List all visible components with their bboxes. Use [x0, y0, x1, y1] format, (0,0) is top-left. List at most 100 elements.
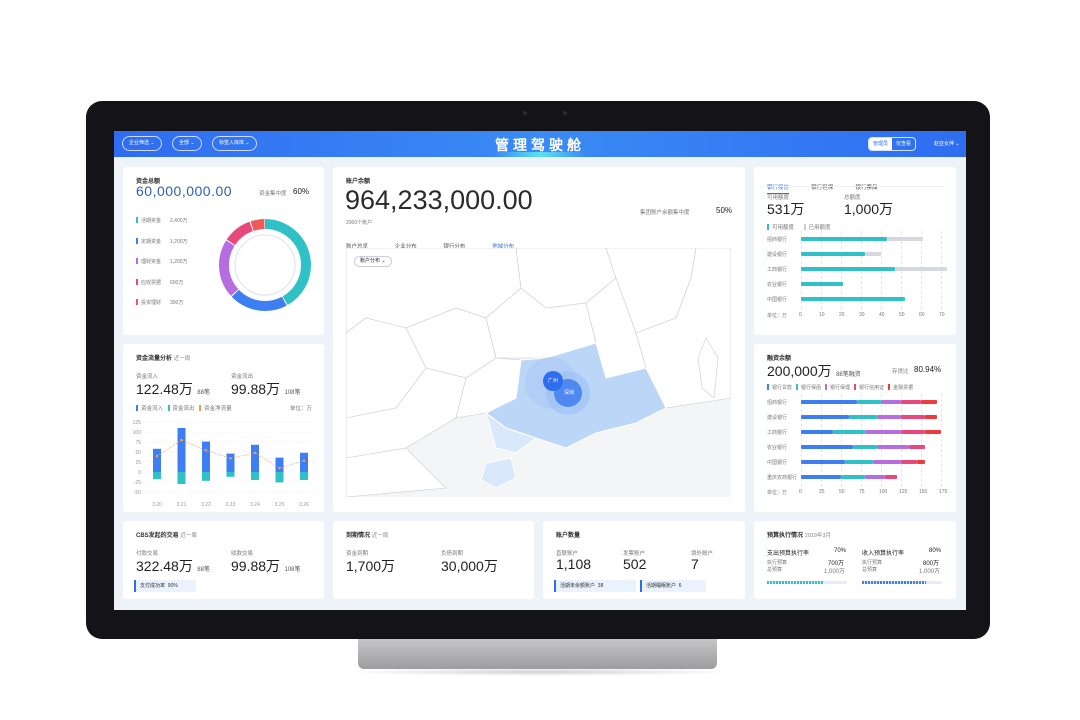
fund-item-label: 活期资金: [141, 218, 162, 224]
budget-r-exec-value: 800万: [923, 561, 940, 567]
x-tick: 20: [839, 312, 845, 318]
financing-segment: [801, 460, 845, 464]
tab-overview[interactable]: 账户总览: [346, 244, 369, 250]
avail-bar: [801, 252, 865, 256]
financing-segment: [901, 430, 925, 434]
user-menu[interactable]: 赵亚女萍 ⌄: [934, 140, 960, 147]
outflow-bar: [177, 472, 186, 484]
legend-swatch: [767, 384, 769, 390]
tab-bill[interactable]: 银行票品: [855, 185, 878, 191]
outflow-bar: [275, 472, 284, 483]
donut-slice: [219, 219, 311, 311]
outflow-bar: [226, 472, 235, 477]
role-switch[interactable]: 管理员 仅查看: [868, 137, 917, 151]
legend-swatch: [888, 384, 891, 390]
flow-chart: 125 100 75 50 25 0 -25 -50 3.20 3.21 3.22 3.23 3.24 3…: [133, 420, 317, 508]
gridline: [841, 394, 842, 487]
bank-name: 中国银行: [767, 297, 788, 303]
avail-bar: [801, 282, 843, 286]
bank-name: 工商银行: [767, 267, 788, 273]
card-title: 预算执行情况 2019年3月: [767, 530, 831, 539]
gridline: [921, 394, 922, 487]
financing-unit: 单位：万: [767, 490, 788, 496]
card-title: 资金流量分析 近一周: [136, 353, 190, 362]
filter-company[interactable]: 企业筛选 ⌄: [122, 136, 162, 151]
financing-segment: [849, 415, 877, 419]
y-tick: 125: [133, 420, 142, 426]
chevron-down-icon: ⌄: [245, 140, 250, 146]
avail-bar: [801, 267, 895, 271]
cbs-pay-value: 322.48万: [136, 558, 193, 574]
due-a-value: 1,700万: [346, 558, 396, 574]
bank-avail-value: 531万: [767, 201, 805, 217]
financing-segment: [853, 445, 877, 449]
financing-segment: [801, 475, 841, 479]
legend-swatch: [136, 278, 138, 285]
card-title: 到期情况 近一周: [346, 530, 388, 539]
y-tick: 50: [135, 450, 141, 456]
inflow-bar: [177, 428, 186, 472]
legend-swatch: [136, 217, 138, 223]
tab-guarantee[interactable]: 银行担保: [811, 185, 834, 191]
filter-all[interactable]: 全部 ⌄: [172, 136, 202, 151]
inflow-bar: [275, 457, 284, 472]
divider: [767, 186, 943, 187]
legend-swatch: [167, 405, 170, 411]
tab-credit[interactable]: 银行授信: [767, 185, 790, 194]
cbs-pay: 322.48万 88笔: [136, 556, 210, 576]
filter-tag[interactable]: 标签入库库 ⌄: [212, 136, 257, 151]
cbs-recv: 99.88万 108笔: [231, 556, 301, 576]
account-count: 2000个账户: [346, 220, 373, 226]
role-admin-option[interactable]: 管理员: [869, 138, 893, 150]
chevron-down-icon: ⌄: [150, 140, 155, 146]
tab-company[interactable]: 企业分布: [394, 244, 417, 250]
gridline: [861, 394, 862, 487]
x-tick: 25: [819, 489, 825, 495]
city-guangzhou[interactable]: 广州: [548, 378, 559, 384]
gridline: [901, 394, 902, 487]
outflow-bar: [251, 472, 259, 480]
due-b-value: 30,000万: [441, 558, 498, 574]
avail-bar: [801, 297, 905, 301]
role-view-option[interactable]: 仅查看: [896, 141, 912, 147]
budget-period: 2019年3月: [804, 533, 831, 539]
bank-total-label: 总额度: [844, 195, 861, 201]
account-conc-label: 集团账户余额集中度: [640, 210, 690, 216]
acctnum-label: 直联账户: [556, 551, 579, 557]
budget-r-total-value: 1,000万: [919, 569, 941, 575]
city-shenzhen[interactable]: 深圳: [564, 390, 575, 396]
x-tick: 75: [859, 489, 865, 495]
cbs-recv-count: 108笔: [284, 567, 301, 573]
legend-label: 资金流入: [141, 406, 164, 412]
cbs-recv-value: 99.88万: [231, 558, 281, 574]
x-tick: 0: [799, 312, 802, 318]
fund-item-label: 理财资金: [141, 259, 162, 265]
fund-total: 60,000,000.00: [136, 183, 233, 199]
x-tick: 100: [879, 489, 888, 495]
financing-segment: [841, 475, 865, 479]
financing-ratio-value: 80.94%: [914, 365, 942, 374]
acctnum-label: 境外账户: [691, 551, 714, 557]
financing-segment: [873, 460, 901, 464]
budget-l-total-value: 1,000万: [824, 569, 846, 575]
fund-item-label: 投资理财: [141, 300, 162, 306]
fund-item-value: 2,400万: [170, 218, 188, 224]
tab-bank[interactable]: 银行分布: [443, 244, 466, 250]
y-tick: 75: [135, 440, 141, 446]
avail-bar: [801, 237, 887, 241]
dormant-chip: 活期未余额账户 38: [554, 580, 636, 592]
tab-region[interactable]: 地域分布: [492, 244, 515, 253]
monitor-stand: [358, 639, 717, 669]
x-tick: 3.24: [250, 502, 260, 508]
budget-l-exec-value: 700万: [828, 561, 845, 567]
chip-value: 6: [678, 583, 682, 589]
bank-name: 建设银行: [767, 252, 788, 258]
map-dropdown[interactable]: 账户分布 ⌄: [354, 256, 392, 267]
legend-swatch: [767, 224, 769, 230]
financing-count: 88笔融资: [836, 372, 861, 378]
legend-label: 资金流出: [172, 406, 195, 412]
x-tick: 50: [839, 489, 845, 495]
legend-swatch: [854, 384, 857, 390]
fund-item-label: 定期资金: [141, 238, 162, 245]
donut-inner-ring: [234, 234, 296, 296]
